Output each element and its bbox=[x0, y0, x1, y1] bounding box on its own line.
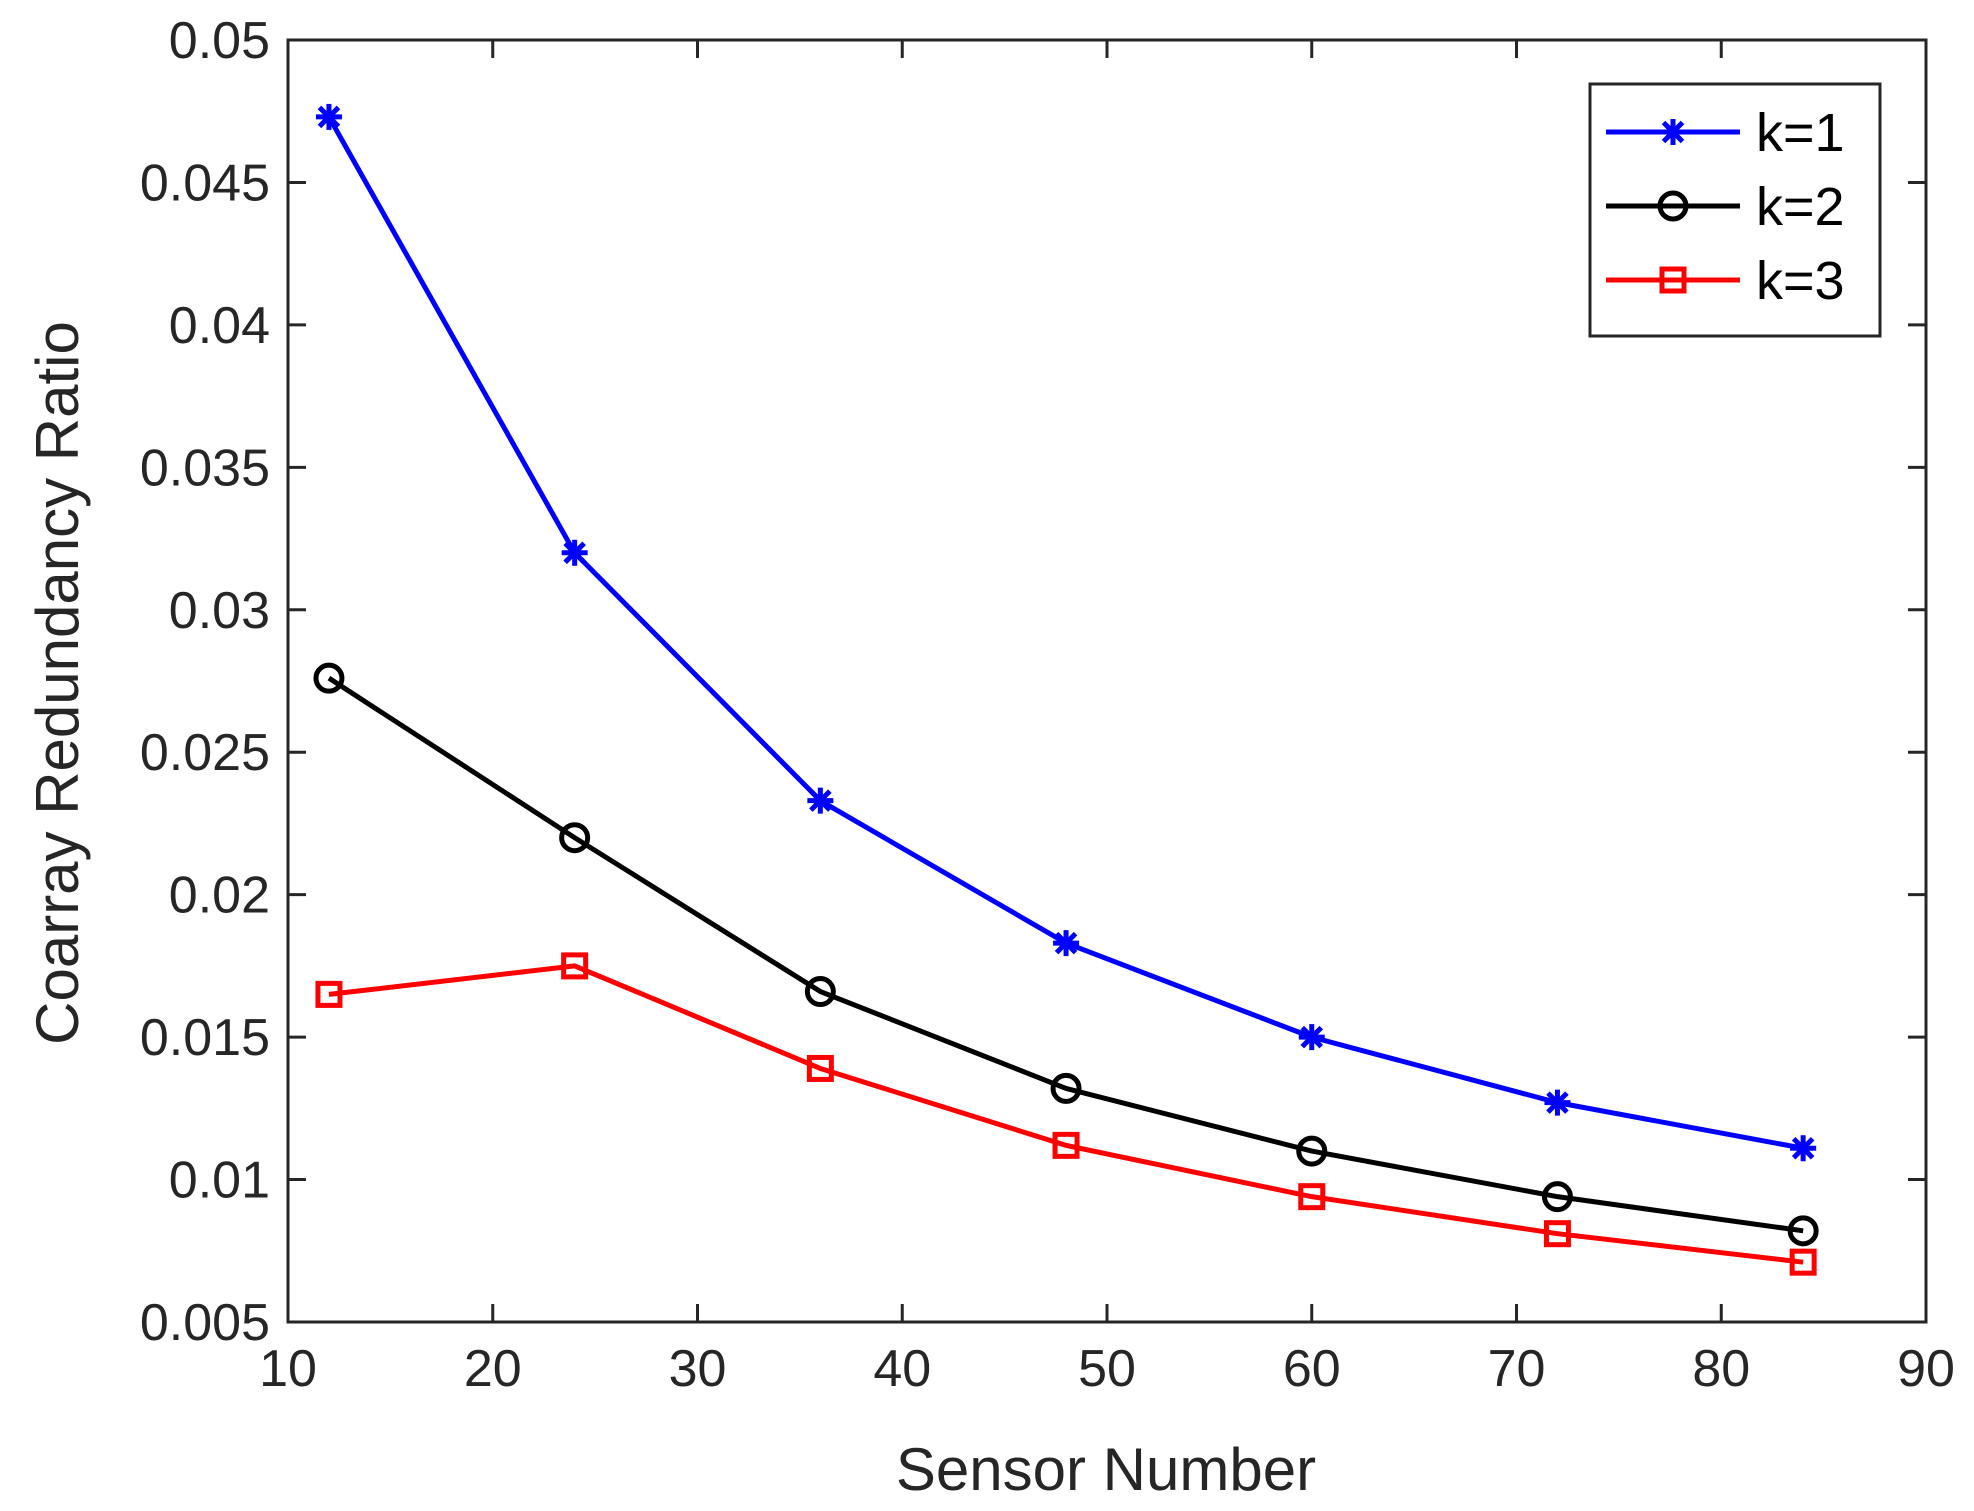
x-tick-label: 50 bbox=[1078, 1340, 1136, 1398]
data-point bbox=[1296, 1135, 1328, 1167]
marker-stroke bbox=[563, 541, 586, 565]
data-point bbox=[807, 787, 834, 814]
data-point bbox=[559, 822, 591, 854]
marker-stroke bbox=[1661, 120, 1685, 144]
data-point bbox=[1543, 1220, 1571, 1248]
legend-marker bbox=[1660, 119, 1686, 145]
data-point bbox=[1544, 1089, 1571, 1116]
data-point bbox=[804, 976, 836, 1008]
legend-marker bbox=[1659, 266, 1687, 294]
data-point bbox=[806, 1054, 834, 1082]
marker-stroke bbox=[1054, 931, 1078, 955]
y-tick-label: 0.025 bbox=[140, 724, 270, 782]
legend-item: k=2 bbox=[1606, 177, 1845, 237]
series-line bbox=[328, 963, 1804, 1265]
marker-stroke bbox=[317, 105, 341, 129]
data-point bbox=[1789, 1248, 1817, 1276]
legend-label: k=1 bbox=[1756, 103, 1845, 163]
data-point bbox=[1053, 930, 1080, 957]
x-tick-label: 30 bbox=[669, 1340, 727, 1398]
data-point bbox=[1298, 1024, 1325, 1051]
x-tick-label: 90 bbox=[1897, 1340, 1955, 1398]
data-point bbox=[315, 103, 342, 130]
legend-box bbox=[1588, 82, 1882, 338]
legend-label: k=3 bbox=[1756, 251, 1845, 311]
data-point bbox=[1541, 1181, 1573, 1213]
legend-item: k=1 bbox=[1606, 103, 1845, 163]
legend-marker bbox=[1657, 190, 1689, 222]
x-tick-label: 70 bbox=[1488, 1340, 1546, 1398]
legend: k=1 k=2 k=3 bbox=[1588, 82, 1882, 338]
data-point bbox=[1052, 1131, 1080, 1159]
data-point bbox=[1790, 1135, 1817, 1162]
legend-item: k=3 bbox=[1606, 251, 1845, 311]
series-1 bbox=[315, 103, 1817, 1162]
data-point bbox=[561, 539, 588, 566]
y-tick-label: 0.045 bbox=[140, 154, 270, 212]
series-2 bbox=[313, 662, 1819, 1247]
y-tick-label: 0.04 bbox=[169, 297, 270, 355]
x-tick-label: 80 bbox=[1692, 1340, 1750, 1398]
x-tick-label: 20 bbox=[464, 1340, 522, 1398]
marker-stroke bbox=[809, 789, 832, 812]
y-tick-label: 0.03 bbox=[169, 582, 270, 640]
series-line bbox=[327, 676, 1804, 1234]
plot-series bbox=[313, 103, 1819, 1276]
y-tick-label: 0.015 bbox=[140, 1009, 270, 1067]
y-tick-label: 0.01 bbox=[169, 1152, 270, 1210]
x-tick-label: 60 bbox=[1283, 1340, 1341, 1398]
marker-stroke bbox=[1300, 1025, 1324, 1049]
series-3 bbox=[315, 952, 1817, 1276]
y-tick-label: 0.02 bbox=[169, 867, 270, 925]
y-tick-label: 0.035 bbox=[140, 439, 270, 497]
data-point bbox=[1787, 1215, 1819, 1247]
marker-stroke bbox=[1791, 1136, 1815, 1160]
x-tick-label: 10 bbox=[259, 1340, 317, 1398]
y-axis-label: Coarray Redundancy Ratio bbox=[24, 321, 91, 1045]
data-point bbox=[313, 662, 345, 694]
data-point bbox=[561, 952, 589, 980]
y-tick-label: 0.005 bbox=[140, 1294, 270, 1352]
legend-label: k=2 bbox=[1756, 177, 1845, 237]
marker-stroke bbox=[1546, 1091, 1569, 1114]
data-point bbox=[1298, 1183, 1326, 1211]
x-axis-label: Sensor Number bbox=[896, 1436, 1316, 1503]
data-point bbox=[1050, 1072, 1082, 1104]
data-point bbox=[315, 980, 343, 1008]
y-tick-label: 0.05 bbox=[169, 12, 270, 70]
x-tick-label: 40 bbox=[873, 1340, 931, 1398]
